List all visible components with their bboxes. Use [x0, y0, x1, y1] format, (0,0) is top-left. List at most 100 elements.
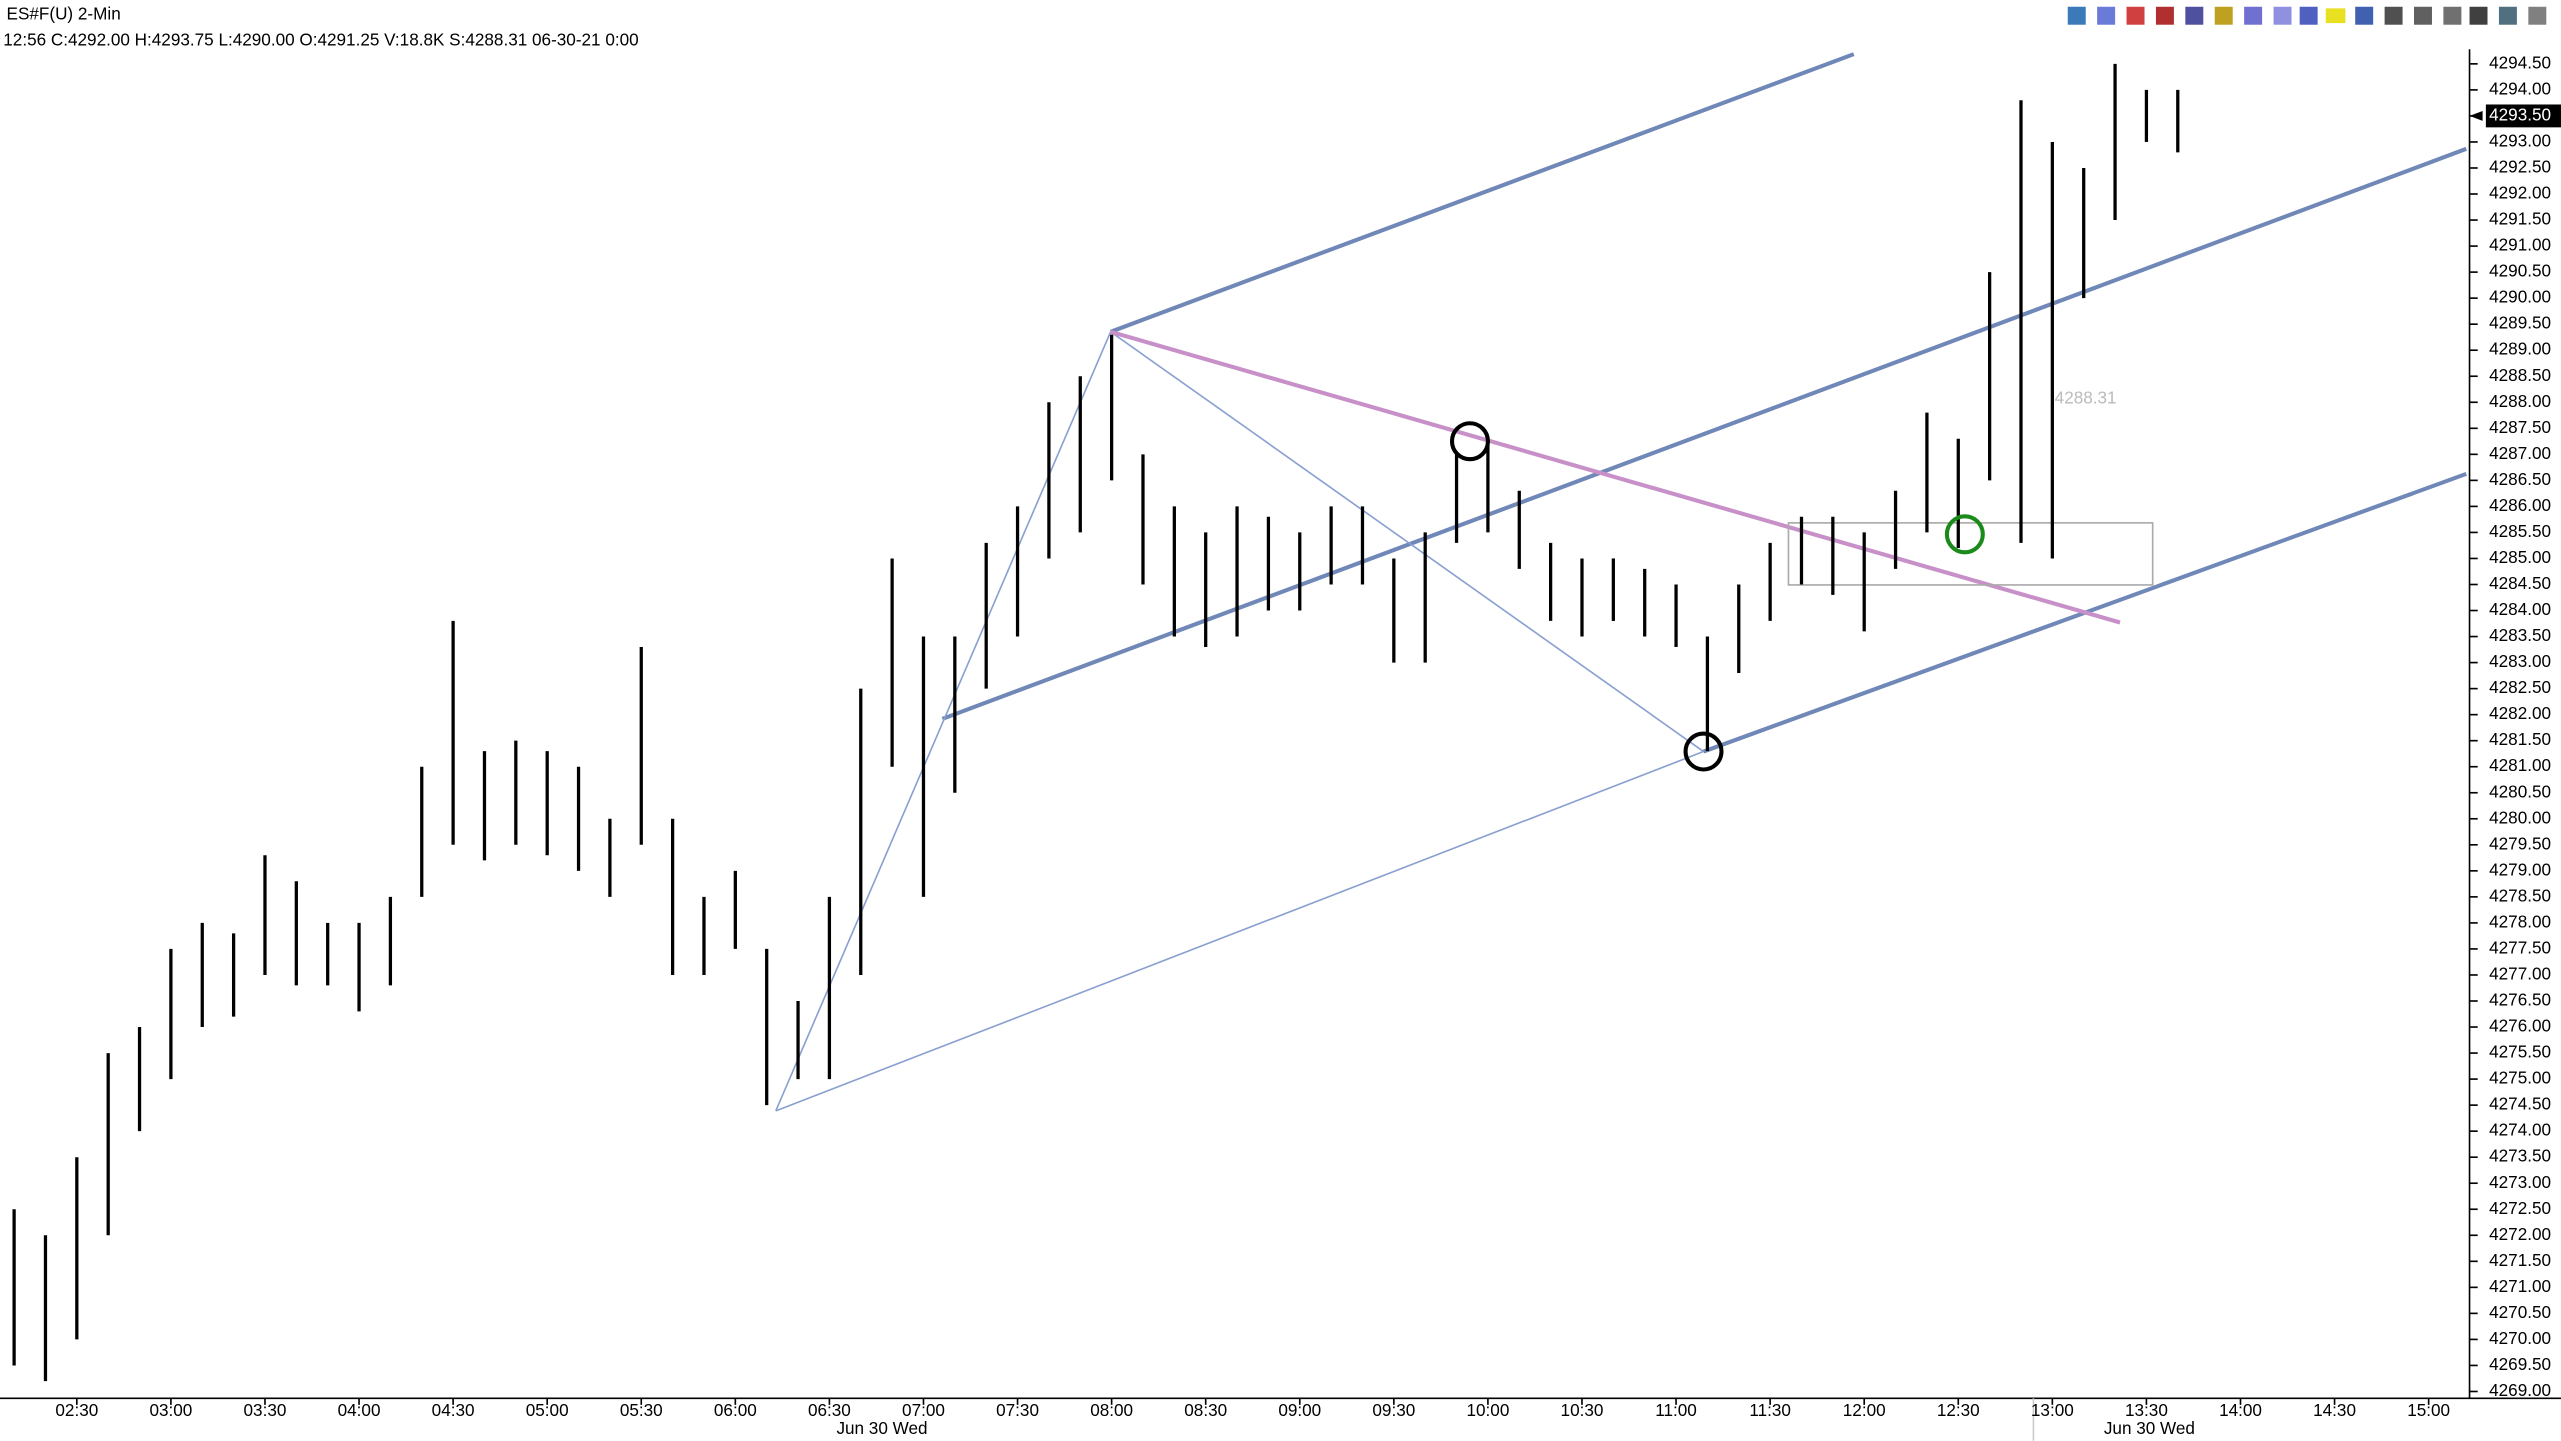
circle-marker [1449, 421, 1490, 462]
y-tick-label: 4281.50 [2489, 729, 2551, 749]
circle-marker [1683, 731, 1724, 772]
chart-title: ES#F(U) 2-Min [7, 3, 121, 23]
x-tick-label: 13:00 [2031, 1400, 2074, 1420]
x-tick-label: 06:00 [714, 1400, 757, 1420]
tool-icon[interactable] [2214, 6, 2233, 25]
x-tick-label: 03:30 [244, 1400, 287, 1420]
y-tick-label: 4287.00 [2489, 443, 2551, 463]
x-tick-label: 08:00 [1090, 1400, 1133, 1420]
date-label: Jun 30 Wed [2104, 1418, 2195, 1438]
y-tick-label: 4294.00 [2489, 78, 2551, 98]
y-tick-label: 4291.00 [2489, 235, 2551, 255]
x-tick-label: 06:30 [808, 1400, 851, 1420]
y-tick-label: 4276.00 [2489, 1016, 2551, 1036]
tool-icon[interactable] [2414, 6, 2432, 25]
tool-icon[interactable] [2469, 6, 2488, 25]
tool-icon[interactable] [2299, 6, 2318, 25]
y-tick-label: 4290.50 [2489, 261, 2551, 281]
y-tick-label: 4280.50 [2489, 781, 2551, 801]
tool-icon[interactable] [2244, 6, 2263, 25]
tool-icon[interactable] [2126, 6, 2145, 25]
circle-marker [1944, 514, 1985, 555]
x-tick-label: 10:00 [1466, 1400, 1509, 1420]
y-tick-label: 4278.50 [2489, 885, 2551, 905]
tool-icon[interactable] [2443, 6, 2462, 25]
y-tick-label: 4286.00 [2489, 495, 2551, 515]
y-tick-label: 4284.50 [2489, 573, 2551, 593]
x-tick-label: 12:30 [1937, 1400, 1980, 1420]
tool-icon[interactable] [2067, 6, 2086, 25]
last-price-arrow [2469, 111, 2483, 121]
y-tick-label: 4270.50 [2489, 1302, 2551, 1322]
fork-median [941, 146, 2467, 721]
x-tick-label: 11:30 [1749, 1400, 1791, 1420]
y-tick-label: 4288.00 [2489, 391, 2551, 411]
drawings [775, 52, 2467, 1441]
last-price-label: 4293.50 [2489, 104, 2551, 124]
y-tick-label: 4274.00 [2489, 1120, 2551, 1140]
y-tick-label: 4292.50 [2489, 157, 2551, 177]
tool-icon[interactable] [2185, 6, 2204, 25]
tool-icon[interactable] [2528, 6, 2547, 25]
tool-icon[interactable] [2325, 8, 2346, 24]
tool-icon[interactable] [2498, 6, 2517, 25]
x-tick-label: 02:30 [55, 1400, 98, 1420]
y-tick-label: 4283.50 [2489, 625, 2551, 645]
y-tick-label: 4291.50 [2489, 209, 2551, 229]
x-tick-label: 12:00 [1843, 1400, 1886, 1420]
toolbar [2067, 6, 2547, 25]
x-tick-label: 07:00 [902, 1400, 945, 1420]
x-tick-label: 15:00 [2407, 1400, 2450, 1420]
y-tick-label: 4269.50 [2489, 1354, 2551, 1374]
bars [12, 63, 2180, 1382]
x-tick-label: 09:00 [1278, 1400, 1321, 1420]
fork-handle [775, 331, 1112, 1112]
x-tick-label: 05:30 [620, 1400, 663, 1420]
info-line: 12:56 C:4292.00 H:4293.75 L:4290.00 O:42… [3, 30, 638, 50]
x-tick-label: 13:30 [2125, 1400, 2168, 1420]
y-tick-label: 4275.50 [2489, 1042, 2551, 1062]
y-tick-label: 4277.50 [2489, 937, 2551, 957]
fork-handle [1110, 331, 1704, 753]
y-tick-label: 4288.50 [2489, 365, 2551, 385]
fork-extension [775, 750, 1704, 1112]
y-tick-label: 4279.00 [2489, 859, 2551, 879]
y-tick-label: 4275.00 [2489, 1068, 2551, 1088]
last-price-box [2485, 104, 2561, 128]
y-tick-label: 4281.00 [2489, 755, 2551, 775]
y-tick-label: 4287.50 [2489, 417, 2551, 437]
y-tick-label: 4294.50 [2489, 52, 2551, 72]
tool-icon[interactable] [2384, 6, 2403, 25]
y-tick-label: 4278.00 [2489, 911, 2551, 931]
fork-upper [1109, 52, 1855, 334]
y-tick-label: 4282.00 [2489, 703, 2551, 723]
trend-line [1110, 329, 2121, 625]
y-tick-label: 4283.00 [2489, 651, 2551, 671]
tool-icon[interactable] [2355, 6, 2374, 25]
tool-icon[interactable] [2097, 6, 2116, 25]
tool-icon[interactable] [2155, 6, 2174, 25]
y-tick-label: 4274.50 [2489, 1094, 2551, 1114]
highlights [1449, 421, 1985, 772]
y-tick-label: 4273.00 [2489, 1172, 2551, 1192]
y-tick-label: 4270.00 [2489, 1328, 2551, 1348]
date-label: Jun 30 Wed [836, 1418, 927, 1438]
y-tick-label: 4290.00 [2489, 287, 2551, 307]
y-tick-label: 4292.00 [2489, 183, 2551, 203]
x-tick-label: 03:00 [149, 1400, 192, 1420]
x-tick-label: 04:00 [338, 1400, 381, 1420]
tool-icon[interactable] [2273, 6, 2292, 25]
x-tick-label: 05:00 [526, 1400, 569, 1420]
y-tick-label: 4286.50 [2489, 469, 2551, 489]
y-tick-label: 4293.00 [2489, 130, 2551, 150]
y-tick-label: 4276.50 [2489, 990, 2551, 1010]
y-tick-label: 4285.00 [2489, 547, 2551, 567]
y-tick-label: 4282.50 [2489, 677, 2551, 697]
y-tick-label: 4273.50 [2489, 1146, 2551, 1166]
y-tick-label: 4289.50 [2489, 313, 2551, 333]
x-tick-label: 14:30 [2313, 1400, 2356, 1420]
settlement-label: 4288.31 [2055, 387, 2117, 407]
y-tick-label: 4284.00 [2489, 599, 2551, 619]
